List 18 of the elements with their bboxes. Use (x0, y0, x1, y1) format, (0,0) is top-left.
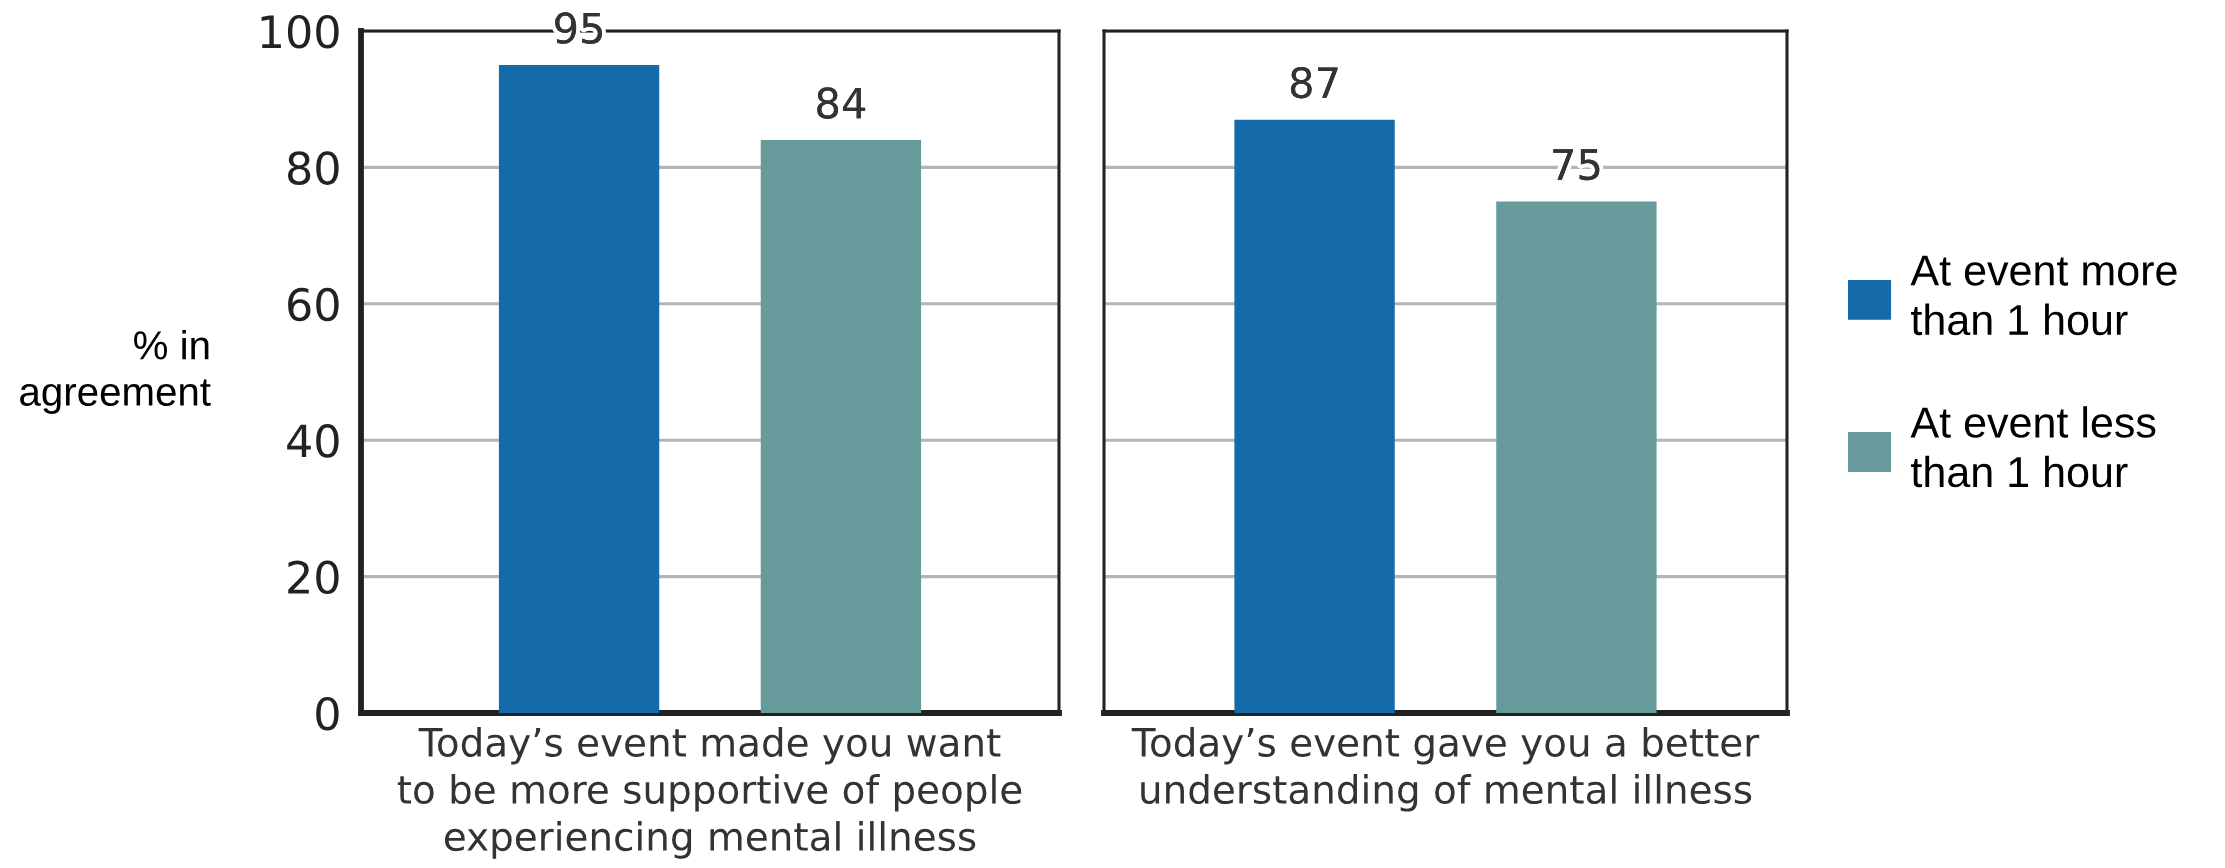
x-tick-label: Today’s event gave you a better understanding of mental illness (1131, 726, 1760, 812)
y-tick-label: 80 (288, 151, 339, 185)
data-label: 75 (1553, 149, 1600, 181)
bar (760, 140, 922, 713)
legend-label: At event less than 1 hour (1910, 406, 2156, 488)
y-axis-title: % in agreement (20, 330, 211, 414)
bar (1496, 201, 1657, 713)
legend-label: At event more than 1 hour (1910, 255, 2177, 336)
y-tick-label: 40 (287, 424, 339, 458)
y-tick-label: 0 (316, 696, 339, 731)
bar (498, 65, 660, 713)
bar (1234, 119, 1395, 713)
y-tick-label: 20 (288, 560, 339, 595)
data-label: 87 (1290, 66, 1338, 99)
x-tick-label: Today’s event made you want to be more supportive of people experiencing mental illness (397, 726, 1022, 859)
y-tick-label: 60 (288, 287, 339, 322)
data-label: 84 (817, 87, 866, 119)
y-tick-label: 100 (261, 14, 339, 49)
